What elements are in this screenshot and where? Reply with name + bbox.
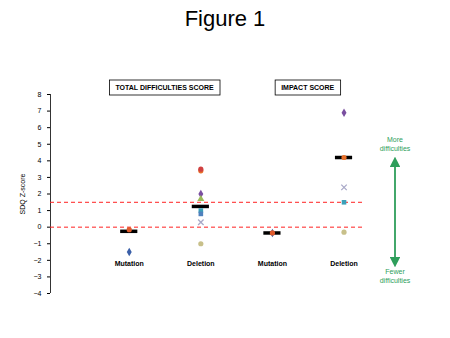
- html-text:Figure 1: Figure 1: [184, 6, 266, 31]
- svg-text:6: 6: [38, 124, 42, 131]
- svg-text:7: 7: [38, 107, 42, 114]
- svg-text:Mutation: Mutation: [115, 260, 144, 267]
- svg-text:Moredifficulties: Moredifficulties: [380, 136, 411, 152]
- svg-text:SDQ Z-score: SDQ Z-score: [19, 173, 27, 214]
- svg-text:0: 0: [38, 223, 42, 230]
- svg-text:8: 8: [38, 91, 42, 98]
- svg-text:TOTAL DIFFICULTIES SCORE: TOTAL DIFFICULTIES SCORE: [115, 84, 214, 91]
- svg-text:−2: −2: [34, 257, 42, 264]
- svg-text:−1: −1: [34, 240, 42, 247]
- svg-text:Fewerdifficulties: Fewerdifficulties: [380, 268, 411, 284]
- svg-text:Deletion: Deletion: [187, 260, 215, 267]
- svg-text:4: 4: [38, 157, 42, 164]
- svg-text:Deletion: Deletion: [330, 260, 358, 267]
- svg-text:5: 5: [38, 140, 42, 147]
- svg-text:IMPACT SCORE: IMPACT SCORE: [281, 84, 334, 91]
- svg-text:Mutation: Mutation: [258, 260, 287, 267]
- svg-text:1: 1: [38, 207, 42, 214]
- svg-text:−3: −3: [34, 273, 42, 280]
- svg-text:−4: −4: [34, 290, 42, 297]
- svg-text:2: 2: [38, 190, 42, 197]
- svg-text:3: 3: [38, 174, 42, 181]
